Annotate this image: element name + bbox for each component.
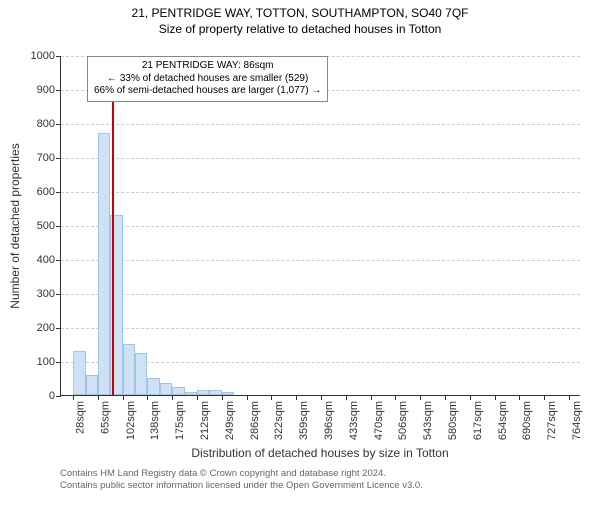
xtick-label: 28sqm [75,401,87,434]
gridline [61,260,580,261]
xtick-mark [544,395,545,400]
ytick-label: 800 [37,118,55,130]
xtick-mark [172,395,173,400]
xtick-label: 764sqm [571,401,583,440]
ytick-mark [56,294,61,295]
annotation-line: 21 PENTRIDGE WAY: 86sqm [94,60,321,73]
marker-line [112,56,114,395]
xtick-mark [147,395,148,400]
xtick-mark [247,395,248,400]
ytick-label: 700 [37,152,55,164]
xtick-mark [495,395,496,400]
xtick-label: 690sqm [521,401,533,440]
xtick-mark [73,395,74,400]
xtick-mark [371,395,372,400]
ytick-label: 600 [37,186,55,198]
xtick-label: 470sqm [373,401,385,440]
histogram-bar [185,392,197,395]
gridline [61,192,580,193]
xtick-label: 580sqm [447,401,459,440]
xtick-mark [519,395,520,400]
gridline [61,294,580,295]
ytick-mark [56,396,61,397]
x-axis-label: Distribution of detached houses by size … [191,446,448,460]
histogram-bar [86,375,98,395]
ytick-label: 300 [37,288,55,300]
footer-line-2: Contains public sector information licen… [60,480,423,492]
ytick-label: 500 [37,220,55,232]
ytick-mark [56,158,61,159]
xtick-label: 506sqm [397,401,409,440]
gridline [61,328,580,329]
xtick-mark [321,395,322,400]
xtick-mark [346,395,347,400]
xtick-label: 138sqm [149,401,161,440]
gridline [61,158,580,159]
xtick-label: 396sqm [323,401,335,440]
xtick-mark [569,395,570,400]
xtick-label: 433sqm [348,401,360,440]
xtick-label: 359sqm [298,401,310,440]
ytick-mark [56,226,61,227]
gridline [61,226,580,227]
ytick-label: 900 [37,84,55,96]
ytick-mark [56,192,61,193]
ytick-mark [56,56,61,57]
ytick-label: 200 [37,322,55,334]
y-axis-label: Number of detached properties [8,143,22,308]
ytick-label: 0 [49,390,55,402]
histogram-bar [147,378,159,395]
xtick-label: 65sqm [100,401,112,434]
ytick-label: 100 [37,356,55,368]
footer-line-1: Contains HM Land Registry data © Crown c… [60,468,423,480]
xtick-mark [222,395,223,400]
xtick-label: 727sqm [546,401,558,440]
xtick-mark [395,395,396,400]
xtick-mark [445,395,446,400]
histogram-bar [222,392,234,395]
xtick-mark [296,395,297,400]
histogram-bar [98,133,110,395]
xtick-label: 286sqm [249,401,261,440]
ytick-label: 1000 [31,50,55,62]
xtick-label: 175sqm [174,401,186,440]
xtick-label: 617sqm [472,401,484,440]
gridline [61,124,580,125]
ytick-mark [56,362,61,363]
xtick-mark [470,395,471,400]
xtick-mark [123,395,124,400]
annotation-line: ← 33% of detached houses are smaller (52… [94,73,321,86]
chart-title: 21, PENTRIDGE WAY, TOTTON, SOUTHAMPTON, … [0,6,600,20]
ytick-mark [56,124,61,125]
chart-subtitle: Size of property relative to detached ho… [0,22,600,36]
xtick-label: 322sqm [273,401,285,440]
histogram-bar [172,387,184,396]
histogram-bar [123,344,135,395]
xtick-mark [271,395,272,400]
plot-area: 0100200300400500600700800900100028sqm65s… [60,56,580,396]
histogram-bar [135,353,147,396]
annotation-box: 21 PENTRIDGE WAY: 86sqm← 33% of detached… [87,56,328,102]
xtick-label: 654sqm [496,401,508,440]
ytick-label: 400 [37,254,55,266]
xtick-label: 249sqm [224,401,236,440]
annotation-line: 66% of semi-detached houses are larger (… [94,85,321,98]
xtick-label: 212sqm [199,401,211,440]
xtick-label: 543sqm [422,401,434,440]
xtick-mark [98,395,99,400]
xtick-mark [197,395,198,400]
footer-attribution: Contains HM Land Registry data © Crown c… [60,468,423,493]
histogram-bar [160,383,172,395]
histogram-bar [197,390,209,395]
ytick-mark [56,328,61,329]
xtick-label: 102sqm [125,401,137,440]
ytick-mark [56,260,61,261]
xtick-mark [420,395,421,400]
histogram-bar [73,351,85,395]
histogram-bar [209,390,221,395]
ytick-mark [56,90,61,91]
